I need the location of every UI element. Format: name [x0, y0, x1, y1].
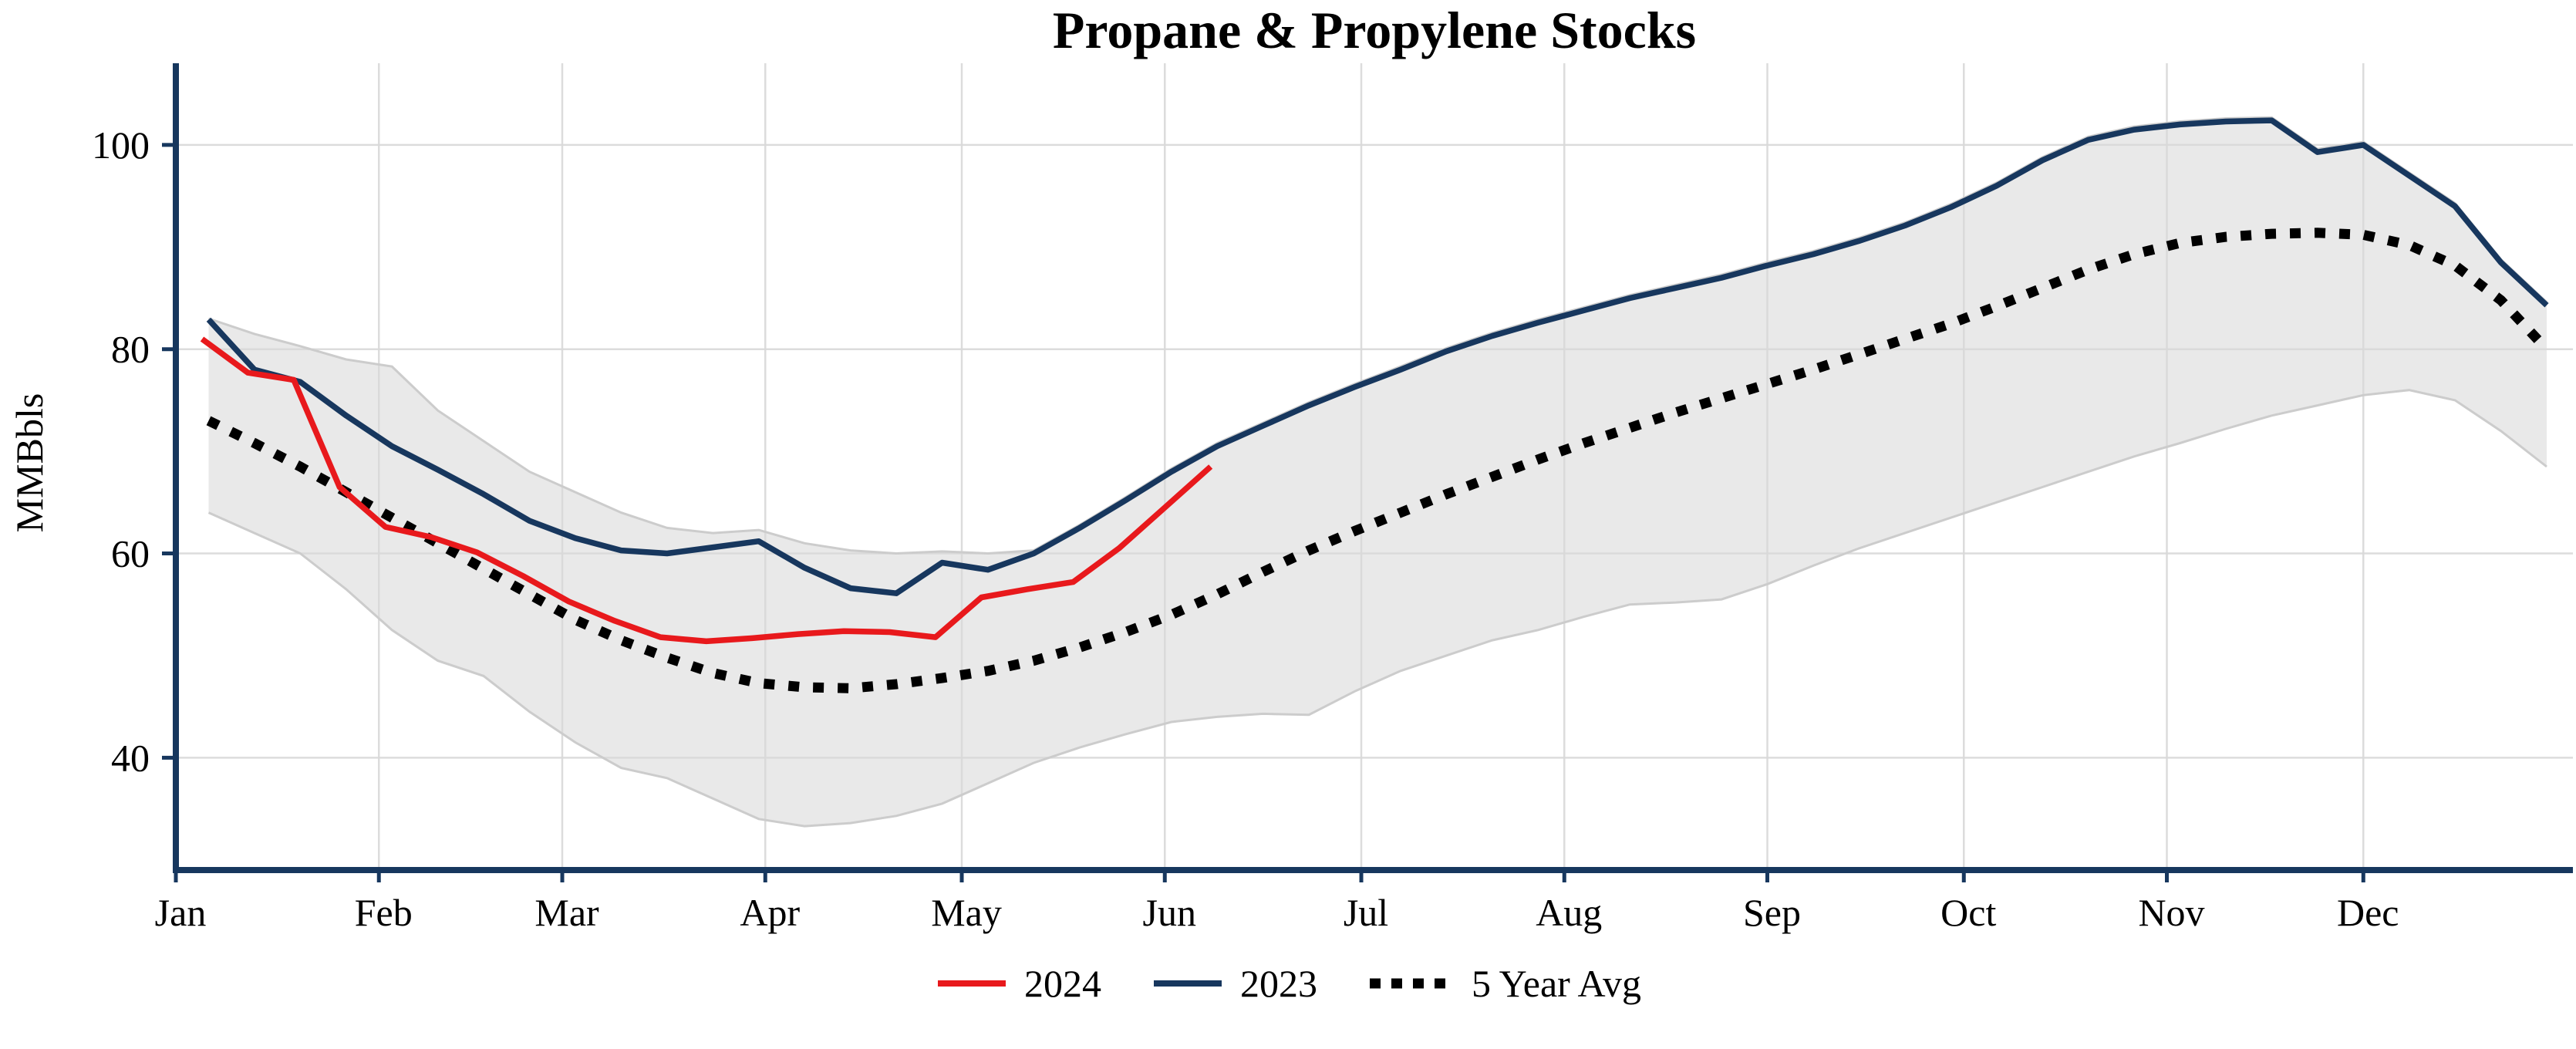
x-tick-label: Oct — [1940, 891, 1996, 934]
x-tick-label: Sep — [1743, 891, 1801, 934]
x-tick-label: Aug — [1536, 891, 1602, 934]
x-tick-label: Jul — [1344, 891, 1388, 934]
legend-label-2024: 2024 — [1024, 962, 1102, 1005]
band-lower-edge — [207, 389, 2547, 828]
x-tick-label: Apr — [740, 891, 800, 934]
x-tick-label: Mar — [534, 891, 599, 934]
legend-item-2024: 2024 — [935, 961, 1101, 1006]
x-tick-label: Jun — [1143, 891, 1196, 934]
y-tick-label: 60 — [111, 532, 150, 575]
legend-item-2023: 2023 — [1151, 961, 1317, 1006]
chart-legend: 2024 2023 5 Year Avg — [0, 961, 2576, 1006]
y-tick-label: 80 — [111, 328, 150, 371]
x-tick-label: Jan — [155, 891, 207, 934]
series-5yr-avg-line — [206, 228, 2551, 693]
x-tick-label: May — [931, 891, 1002, 934]
x-tick-label: Dec — [2337, 891, 2399, 934]
x-tick-label: Feb — [355, 891, 413, 934]
legend-label-2023: 2023 — [1240, 962, 1318, 1005]
y-tick-label: 40 — [111, 736, 150, 779]
legend-item-5yr-avg: 5 Year Avg — [1367, 961, 1641, 1006]
legend-2024-swatch-icon — [938, 980, 1006, 987]
legend-label-5yr-avg: 5 Year Avg — [1472, 962, 1641, 1005]
legend-2023-swatch-icon — [1154, 980, 1222, 987]
y-tick-label: 100 — [92, 123, 150, 167]
chart-title: Propane & Propylene Stocks — [1052, 1, 1697, 59]
x-tick-label: Nov — [2138, 891, 2204, 934]
series-2024-line — [200, 336, 1213, 645]
legend-5yr-avg-swatch-icon — [1370, 978, 1454, 989]
five-year-range-band — [208, 117, 2547, 827]
series-2023-line — [206, 117, 2549, 596]
